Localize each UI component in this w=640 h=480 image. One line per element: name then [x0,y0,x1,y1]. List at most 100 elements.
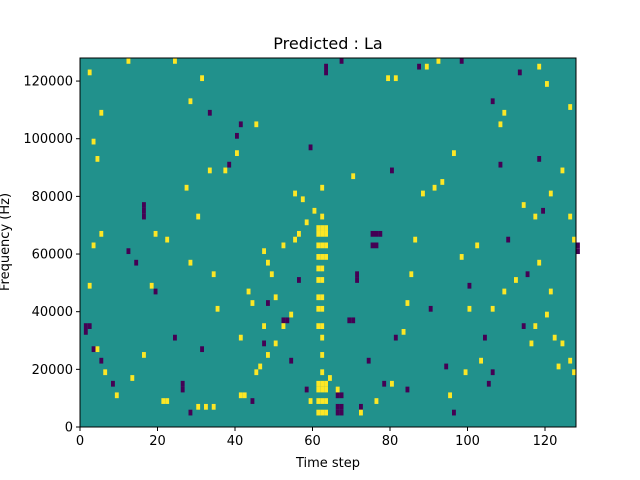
heatmap-cell-high [114,392,119,399]
heatmap-cell-low [374,242,379,249]
heatmap-cell-low [359,403,363,410]
heatmap-cell-high [572,369,576,376]
heatmap-cell-low [180,380,185,387]
heatmap-cell-high [533,323,538,329]
heatmap-cell-low [541,207,545,214]
heatmap-cell-high [320,334,325,341]
heatmap-cell-high [452,150,456,157]
heatmap-cell-high [266,259,270,266]
heatmap-cell-low [483,334,487,341]
heatmap-cell-high [316,305,321,312]
heatmap-cell-high [293,190,297,197]
heatmap-cell-high [320,352,325,358]
heatmap-cell-high [211,403,216,410]
heatmap-cell-high [568,104,573,110]
heatmap-cell-high [502,109,507,116]
heatmap-cell-high [196,403,201,410]
heatmap-cell-low [262,340,266,347]
heatmap-cell-low [393,334,398,341]
heatmap-cell-low [207,109,212,116]
heatmap-cell-high [560,340,565,347]
plot-frame [79,57,577,428]
heatmap-cell-low [351,317,356,324]
heatmap-cell-high [308,398,313,404]
heatmap-cell-high [440,179,445,185]
heatmap-cell-low [452,409,456,416]
heatmap-cell-high [254,121,259,128]
heatmap-cell-high [316,294,321,301]
x-tick-label: 100 [455,434,480,449]
heatmap-cell-high [537,63,542,70]
heatmap-cell-low [576,248,580,255]
heatmap-cell-low [506,236,511,243]
heatmap-cell-high [258,363,263,370]
heatmap-cell-high [374,398,379,404]
x-tick-label: 80 [382,434,399,449]
heatmap-cell-high [393,75,398,82]
heatmap-cell-high [242,392,247,399]
heatmap-cell-high [568,213,573,220]
heatmap-cell-low [142,207,146,214]
y-tick-label: 100000 [23,132,73,147]
heatmap-cell-high [324,254,328,260]
heatmap-cell-high [316,323,321,329]
heatmap-cell-high [560,167,565,174]
heatmap-cell-high [316,398,321,404]
heatmap-cell-high [250,300,255,306]
heatmap-cell-low [335,409,340,416]
heatmap-cell-high [215,305,220,312]
heatmap-cell-high [502,288,507,295]
heatmap-cell-high [126,58,131,64]
heatmap-cell-low [339,409,344,416]
heatmap-cell-high [188,98,193,105]
heatmap-cell-high [188,259,193,266]
heatmap-cell-high [103,369,108,376]
x-axis-ticks: 0 20 40 60 80 100 120 [76,427,557,449]
heatmap-cell-high [165,236,170,243]
heatmap-cell-high [196,213,201,220]
heatmap-cell-high [529,340,534,347]
heatmap-cell-low [525,271,530,278]
heatmap-cell-high [207,167,212,174]
heatmap-cell-high [320,294,325,301]
heatmap-cell-low [405,386,410,393]
heatmap-cell-low [227,161,232,168]
heatmap-cell-high [200,75,204,82]
heatmap-cell-high [479,357,483,364]
heatmap-cell-high [95,156,100,162]
heatmap-cell-high [390,380,394,387]
heatmap-cell-high [359,409,363,416]
heatmap-cell-low [83,323,88,329]
heatmap-cell-high [91,242,96,249]
heatmap-cell-high [316,230,321,237]
heatmap-cell-low [339,392,344,399]
heatmap-cell-high [320,225,325,231]
heatmap-cell-low [134,259,139,266]
heatmap-cell-low [537,156,542,162]
y-tick-label: 80000 [32,190,73,205]
heatmap-cell-low [188,409,193,416]
heatmap-cell-low [87,323,92,329]
heatmap-cell-low [355,271,359,278]
heatmap-cell-high [165,398,170,404]
heatmap-cell-low [111,380,115,387]
heatmap-cell-high [424,63,429,70]
heatmap-cell-low [266,300,270,306]
heatmap-cell-high [335,386,340,393]
y-tick-label: 40000 [32,305,73,320]
heatmap-cell-high [421,190,425,197]
heatmap-cell-high [95,346,100,353]
heatmap-cell-high [324,386,328,393]
heatmap-cell-low [390,167,394,174]
heatmap-cell-high [324,398,328,404]
heatmap-cell-low [498,161,503,168]
y-tick-label: 120000 [23,75,73,90]
heatmap-cell-high [324,380,328,387]
x-tick-label: 20 [149,434,166,449]
heatmap-cell-high [312,207,317,214]
x-tick-label: 40 [227,434,244,449]
heatmap-cell-low [335,403,340,410]
heatmap-cell-high [401,328,406,335]
heatmap-cell-high [463,369,468,376]
heatmap-cell-high [320,380,325,387]
